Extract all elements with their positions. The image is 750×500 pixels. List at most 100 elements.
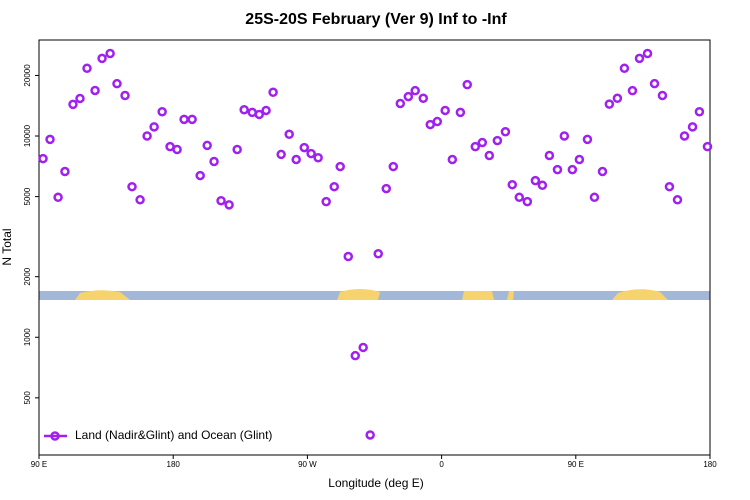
point xyxy=(239,105,249,115)
legend-marker xyxy=(50,431,60,441)
point xyxy=(224,200,234,210)
point xyxy=(694,107,705,117)
point xyxy=(612,93,623,104)
point xyxy=(216,195,226,206)
point xyxy=(381,183,392,194)
point xyxy=(582,134,593,145)
point xyxy=(268,87,278,98)
point xyxy=(172,144,182,155)
x-axis-label: Longitude (deg E) xyxy=(328,476,423,490)
point xyxy=(702,141,713,152)
x-tick-label: 90 E xyxy=(568,460,584,469)
point xyxy=(90,85,100,96)
point xyxy=(589,192,600,203)
point xyxy=(388,161,399,172)
x-tick-label: 0 xyxy=(439,460,444,469)
point xyxy=(284,129,294,140)
point xyxy=(500,127,511,137)
point xyxy=(195,170,205,181)
point xyxy=(514,192,525,203)
point xyxy=(657,90,668,101)
point xyxy=(574,154,585,165)
x-tick-label: 90 E xyxy=(31,460,47,469)
point xyxy=(522,196,533,207)
point xyxy=(232,144,242,155)
point xyxy=(127,181,137,192)
y-axis-label: N Total xyxy=(0,228,14,265)
point xyxy=(604,99,615,109)
point xyxy=(492,135,503,146)
x-tick-label: 180 xyxy=(703,460,717,469)
point xyxy=(477,137,488,148)
point xyxy=(687,122,698,132)
point xyxy=(507,179,518,190)
point xyxy=(97,53,107,64)
point xyxy=(403,91,414,102)
point xyxy=(447,154,458,165)
x-tick-label: 180 xyxy=(167,460,181,469)
y-tick-label: 1000 xyxy=(23,328,32,346)
point xyxy=(135,195,145,205)
point xyxy=(350,350,361,361)
point xyxy=(642,48,653,59)
point xyxy=(291,154,301,165)
point xyxy=(149,122,159,132)
point xyxy=(619,63,630,74)
point xyxy=(649,78,660,89)
point xyxy=(567,164,578,175)
point xyxy=(202,140,212,151)
map-strip xyxy=(39,289,710,300)
point xyxy=(321,196,331,207)
chart-title: 25S-20S February (Ver 9) Inf to -Inf xyxy=(245,11,507,28)
point xyxy=(276,149,286,160)
point xyxy=(68,99,78,110)
point xyxy=(299,142,310,153)
y-tick-label: 5000 xyxy=(23,187,32,205)
y-tick-label: 20000 xyxy=(23,64,32,87)
point xyxy=(544,150,555,161)
point xyxy=(38,153,48,164)
point xyxy=(82,63,92,74)
point xyxy=(634,53,645,64)
point xyxy=(470,141,481,152)
point xyxy=(261,105,271,116)
point xyxy=(157,107,167,117)
point xyxy=(254,109,264,120)
point xyxy=(440,105,450,116)
point xyxy=(343,251,354,262)
point xyxy=(45,134,55,145)
point xyxy=(679,131,690,141)
point xyxy=(455,107,466,118)
point xyxy=(418,93,429,104)
point xyxy=(329,181,339,192)
point xyxy=(537,180,548,191)
y-tick-label: 500 xyxy=(23,391,32,405)
point xyxy=(365,430,375,440)
point xyxy=(209,156,219,167)
point xyxy=(142,131,152,141)
point xyxy=(313,152,323,163)
point xyxy=(395,98,406,109)
point xyxy=(410,85,420,96)
point xyxy=(484,150,495,161)
plot-frame xyxy=(38,39,711,456)
point xyxy=(664,181,675,192)
point xyxy=(306,148,316,159)
point xyxy=(179,114,189,125)
point xyxy=(112,78,122,89)
legend-label: Land (Nadir&Glint) and Ocean (Glint) xyxy=(75,428,272,442)
point xyxy=(335,161,345,172)
x-tick-label: 90 W xyxy=(298,460,317,469)
point xyxy=(358,342,368,353)
point xyxy=(120,90,130,101)
point xyxy=(53,192,63,203)
point xyxy=(530,175,541,186)
point xyxy=(432,116,443,127)
point xyxy=(672,195,683,205)
point xyxy=(597,166,608,177)
point xyxy=(552,164,563,175)
point xyxy=(105,48,115,59)
point xyxy=(373,249,383,259)
point xyxy=(462,79,472,90)
